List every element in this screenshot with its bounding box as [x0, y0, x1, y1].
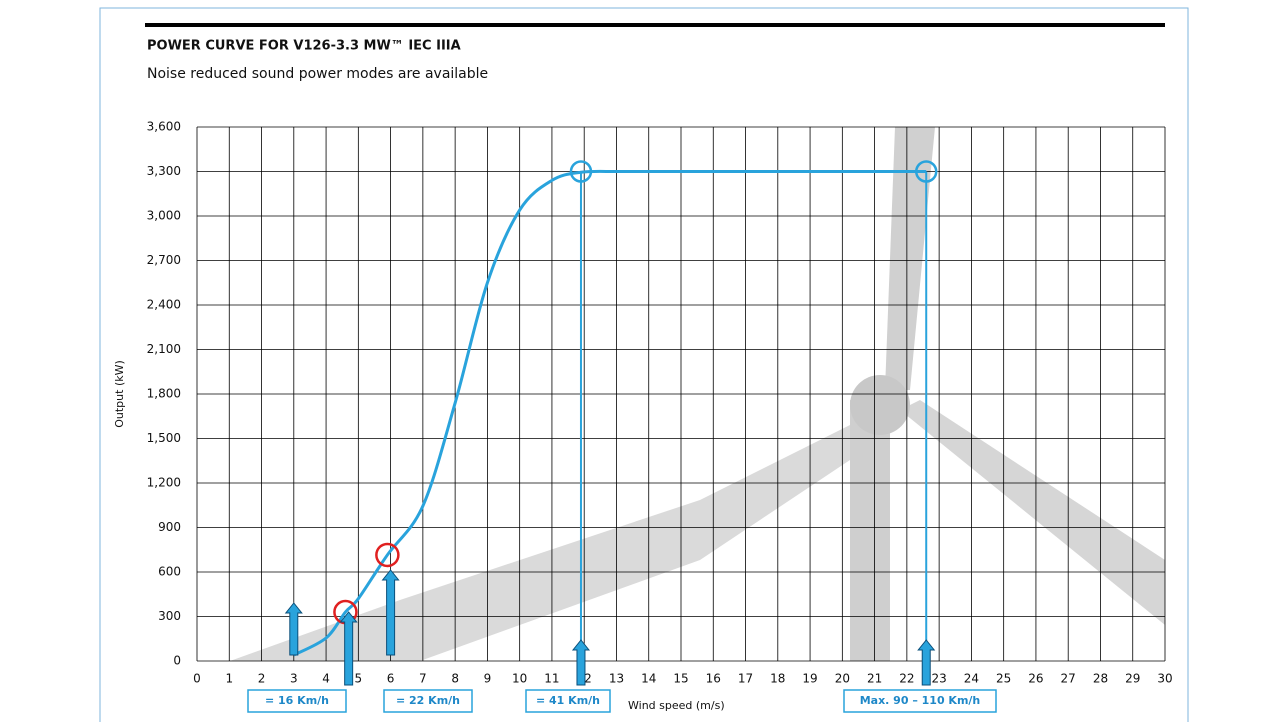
x-tick-label: 0: [193, 672, 201, 686]
highlight-circle: [569, 160, 593, 183]
x-tick-label: 5: [355, 672, 363, 686]
callout-box: [843, 689, 997, 713]
x-tick-label: 28: [1093, 672, 1108, 686]
x-axis-label: Wind speed (m/s): [628, 699, 725, 712]
arrow: [339, 611, 358, 686]
callout-label: Max. 90 – 110 Km/h: [860, 694, 981, 707]
x-tick-label: 7: [419, 672, 427, 686]
x-tick-label: 20: [835, 672, 850, 686]
x-tick-label: 4: [322, 672, 330, 686]
x-tick-label: 2: [258, 672, 266, 686]
y-tick-label: 2,700: [147, 253, 181, 267]
x-tick-label: 30: [1157, 672, 1172, 686]
callout-label: = 41 Km/h: [536, 694, 600, 707]
y-tick-label: 900: [158, 520, 181, 534]
frame: [99, 7, 1189, 722]
x-tick-label: 3: [290, 672, 298, 686]
y-tick-label: 3,000: [147, 209, 181, 223]
arrow: [381, 569, 400, 656]
arrow: [284, 602, 303, 656]
x-tick-label: 24: [964, 672, 979, 686]
chart-subtitle: Noise reduced sound power modes are avai…: [147, 66, 488, 82]
chart-title: POWER CURVE FOR V126-3.3 MW™ IEC IIIA: [147, 39, 461, 54]
x-tick-label: 26: [1028, 672, 1043, 686]
x-tick-label: 10: [512, 672, 527, 686]
x-tick-label: 8: [451, 672, 459, 686]
y-tick-label: 3,600: [147, 120, 181, 134]
x-tick-label: 9: [484, 672, 492, 686]
callout-box: [525, 689, 611, 713]
y-axis-label: Output (kW): [113, 360, 126, 428]
x-tick-label: 23: [931, 672, 946, 686]
y-tick-label: 600: [158, 565, 181, 579]
x-tick-label: 29: [1125, 672, 1140, 686]
x-tick-label: 19: [802, 672, 817, 686]
x-tick-label: 15: [673, 672, 688, 686]
turbine-photo: [230, 127, 1165, 661]
x-tick-label: 16: [706, 672, 721, 686]
arrow: [571, 639, 591, 686]
x-tick-label: 21: [867, 672, 882, 686]
x-tick-label: 6: [387, 672, 395, 686]
y-tick-label: 1,200: [147, 476, 181, 490]
callout-box: [247, 689, 347, 713]
x-tick-label: 22: [899, 672, 914, 686]
highlight-circle: [375, 542, 400, 568]
x-tick-label: 17: [738, 672, 753, 686]
x-tick-label: 18: [770, 672, 785, 686]
y-tick-label: 1,800: [147, 387, 181, 401]
x-tick-label: 25: [996, 672, 1011, 686]
callout-box: [383, 689, 473, 713]
y-tick-label: 1,500: [147, 431, 181, 445]
y-tick-label: 3,300: [147, 164, 181, 178]
highlight-circle: [914, 160, 938, 183]
x-tick-label: 14: [641, 672, 656, 686]
callout-label: = 16 Km/h: [265, 694, 329, 707]
y-tick-label: 2,100: [147, 342, 181, 356]
callout-label: = 22 Km/h: [396, 694, 460, 707]
y-tick-label: 2,400: [147, 298, 181, 312]
x-tick-label: 27: [1061, 672, 1076, 686]
y-tick-label: 0: [173, 654, 181, 668]
x-tick-label: 1: [225, 672, 233, 686]
arrow: [917, 639, 936, 686]
power-curve: [293, 169, 927, 657]
x-tick-label: 13: [609, 672, 624, 686]
y-tick-label: 300: [158, 609, 181, 623]
x-tick-label: 11: [544, 672, 559, 686]
